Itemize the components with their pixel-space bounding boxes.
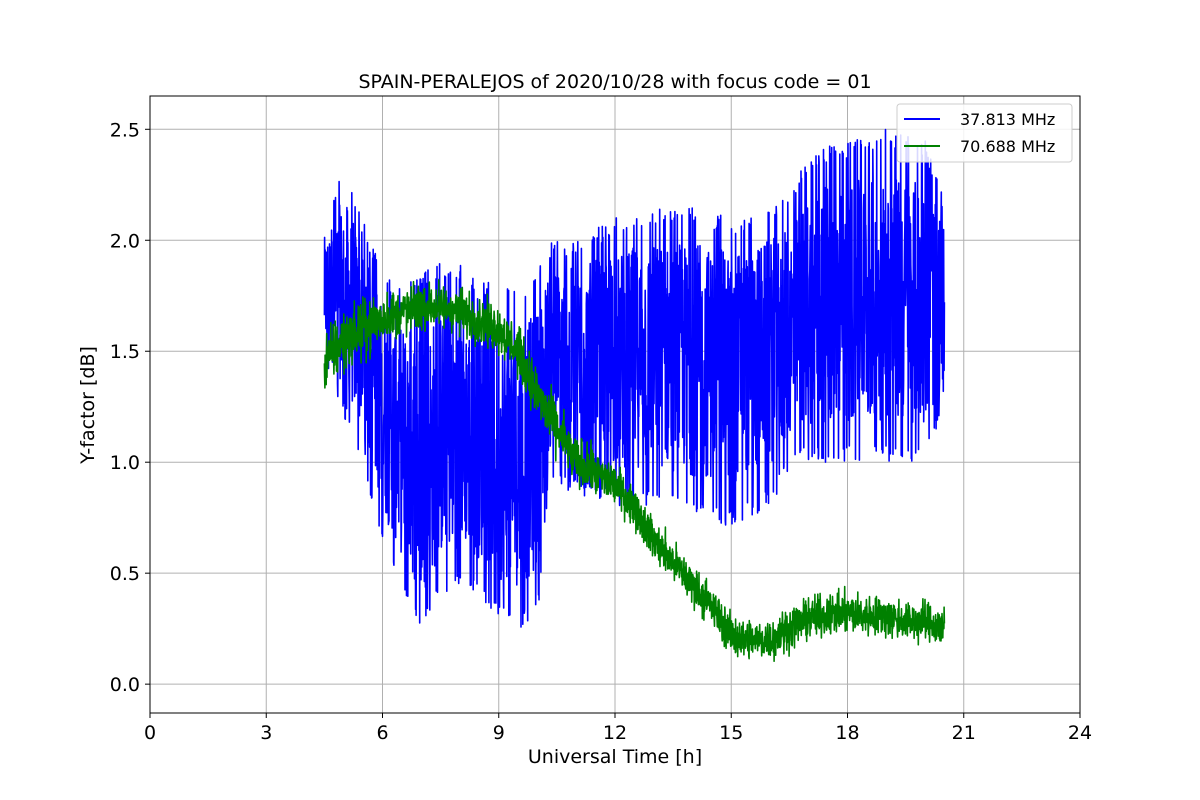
x-tick-label: 3 [260,722,272,744]
y-tick-label: 2.0 [110,230,140,252]
y-tick-label: 1.0 [110,452,140,474]
x-tick-label: 21 [952,722,976,744]
x-tick-label: 12 [603,722,627,744]
x-tick-label: 9 [493,722,505,744]
x-axis: 0 3 6 9 12 15 18 21 24 [144,713,1092,744]
x-tick-label: 24 [1068,722,1092,744]
legend-label-series-2: 70.688 MHz [960,137,1055,156]
y-axis-label: Y-factor [dB] [77,346,99,465]
legend: 37.813 MHz 70.688 MHz [896,103,1073,163]
legend-label-series-1: 37.813 MHz [960,110,1055,129]
y-tick-label: 1.5 [110,341,140,363]
y-tick-label: 0.5 [110,563,140,585]
y-axis: 0.0 0.5 1.0 1.5 2.0 2.5 [110,119,150,696]
x-tick-label: 18 [835,722,859,744]
series-line-1 [323,128,946,628]
x-tick-label: 6 [376,722,388,744]
x-tick-label: 0 [144,722,156,744]
chart-title: SPAIN-PERALEJOS of 2020/10/28 with focus… [358,71,871,93]
series-layer [323,128,946,663]
y-tick-label: 0.0 [110,674,140,696]
x-axis-label: Universal Time [h] [528,746,702,768]
y-tick-label: 2.5 [110,119,140,141]
series-line-2 [323,278,946,663]
legend-box [896,103,1073,163]
x-tick-label: 15 [719,722,743,744]
